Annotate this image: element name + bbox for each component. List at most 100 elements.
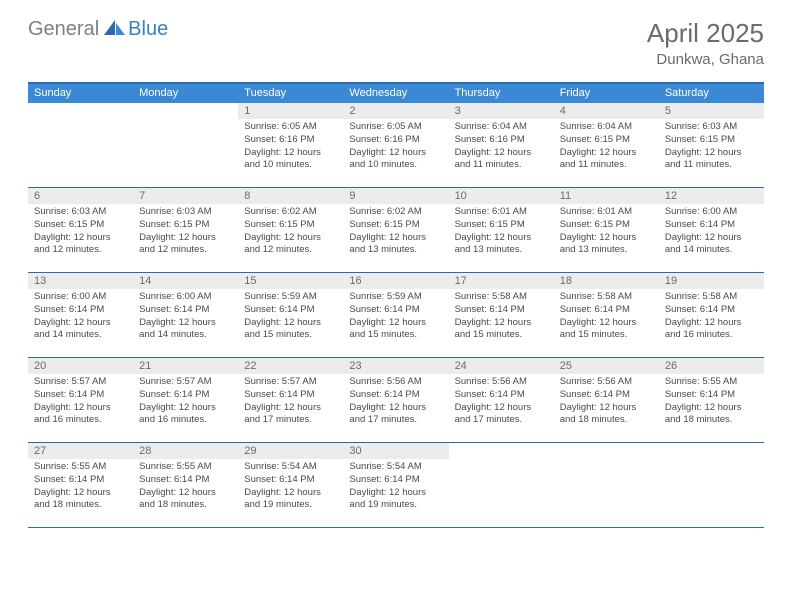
- daylight-line: Daylight: 12 hours and 14 minutes.: [34, 317, 127, 343]
- sunrise-line: Sunrise: 6:03 AM: [139, 206, 232, 219]
- sunrise-line: Sunrise: 6:05 AM: [349, 121, 442, 134]
- sunset-line: Sunset: 6:14 PM: [34, 304, 127, 317]
- day-body: Sunrise: 6:04 AMSunset: 6:15 PMDaylight:…: [554, 119, 659, 176]
- day-body: Sunrise: 5:55 AMSunset: 6:14 PMDaylight:…: [659, 374, 764, 431]
- dayname: Sunday: [28, 84, 133, 103]
- sunrise-line: Sunrise: 5:56 AM: [455, 376, 548, 389]
- sunset-line: Sunset: 6:14 PM: [139, 389, 232, 402]
- logo-text-blue: Blue: [128, 18, 168, 41]
- day-number: 13: [28, 273, 133, 289]
- sunrise-line: Sunrise: 5:55 AM: [34, 461, 127, 474]
- daylight-line: Daylight: 12 hours and 16 minutes.: [34, 402, 127, 428]
- day-body: Sunrise: 6:00 AMSunset: 6:14 PMDaylight:…: [659, 204, 764, 261]
- sunset-line: Sunset: 6:14 PM: [34, 474, 127, 487]
- week-row: 20Sunrise: 5:57 AMSunset: 6:14 PMDayligh…: [28, 358, 764, 443]
- sunset-line: Sunset: 6:14 PM: [665, 304, 758, 317]
- sunset-line: Sunset: 6:15 PM: [34, 219, 127, 232]
- day-cell: 4Sunrise: 6:04 AMSunset: 6:15 PMDaylight…: [554, 103, 659, 187]
- sunset-line: Sunset: 6:15 PM: [139, 219, 232, 232]
- day-body: Sunrise: 6:05 AMSunset: 6:16 PMDaylight:…: [343, 119, 448, 176]
- day-body: Sunrise: 5:56 AMSunset: 6:14 PMDaylight:…: [554, 374, 659, 431]
- day-body: Sunrise: 6:01 AMSunset: 6:15 PMDaylight:…: [554, 204, 659, 261]
- day-cell: 11Sunrise: 6:01 AMSunset: 6:15 PMDayligh…: [554, 188, 659, 272]
- logo: General Blue: [28, 18, 168, 41]
- day-cell: 30Sunrise: 5:54 AMSunset: 6:14 PMDayligh…: [343, 443, 448, 527]
- sunset-line: Sunset: 6:14 PM: [244, 304, 337, 317]
- day-cell: 3Sunrise: 6:04 AMSunset: 6:16 PMDaylight…: [449, 103, 554, 187]
- day-cell: 21Sunrise: 5:57 AMSunset: 6:14 PMDayligh…: [133, 358, 238, 442]
- daylight-line: Daylight: 12 hours and 12 minutes.: [139, 232, 232, 258]
- daylight-line: Daylight: 12 hours and 12 minutes.: [34, 232, 127, 258]
- sunrise-line: Sunrise: 5:57 AM: [244, 376, 337, 389]
- day-body: Sunrise: 5:56 AMSunset: 6:14 PMDaylight:…: [343, 374, 448, 431]
- day-cell: ..: [449, 443, 554, 527]
- sunset-line: Sunset: 6:14 PM: [139, 474, 232, 487]
- day-cell: 26Sunrise: 5:55 AMSunset: 6:14 PMDayligh…: [659, 358, 764, 442]
- sunrise-line: Sunrise: 6:04 AM: [560, 121, 653, 134]
- day-number: 4: [554, 103, 659, 119]
- daylight-line: Daylight: 12 hours and 11 minutes.: [665, 147, 758, 173]
- day-number: 15: [238, 273, 343, 289]
- day-body: Sunrise: 5:54 AMSunset: 6:14 PMDaylight:…: [343, 459, 448, 516]
- day-number: 1: [238, 103, 343, 119]
- day-cell: 9Sunrise: 6:02 AMSunset: 6:15 PMDaylight…: [343, 188, 448, 272]
- daylight-line: Daylight: 12 hours and 14 minutes.: [665, 232, 758, 258]
- day-body: Sunrise: 5:57 AMSunset: 6:14 PMDaylight:…: [133, 374, 238, 431]
- day-cell: ..: [133, 103, 238, 187]
- sunset-line: Sunset: 6:14 PM: [560, 389, 653, 402]
- sunset-line: Sunset: 6:14 PM: [34, 389, 127, 402]
- sunrise-line: Sunrise: 5:55 AM: [139, 461, 232, 474]
- sunrise-line: Sunrise: 6:03 AM: [34, 206, 127, 219]
- sunrise-line: Sunrise: 5:54 AM: [244, 461, 337, 474]
- day-cell: 20Sunrise: 5:57 AMSunset: 6:14 PMDayligh…: [28, 358, 133, 442]
- sunset-line: Sunset: 6:14 PM: [349, 389, 442, 402]
- day-number: 7: [133, 188, 238, 204]
- day-cell: 14Sunrise: 6:00 AMSunset: 6:14 PMDayligh…: [133, 273, 238, 357]
- day-number: 18: [554, 273, 659, 289]
- sunrise-line: Sunrise: 5:57 AM: [34, 376, 127, 389]
- day-cell: 10Sunrise: 6:01 AMSunset: 6:15 PMDayligh…: [449, 188, 554, 272]
- sunset-line: Sunset: 6:14 PM: [349, 304, 442, 317]
- day-cell: 17Sunrise: 5:58 AMSunset: 6:14 PMDayligh…: [449, 273, 554, 357]
- sunrise-line: Sunrise: 6:03 AM: [665, 121, 758, 134]
- sunset-line: Sunset: 6:14 PM: [139, 304, 232, 317]
- sunset-line: Sunset: 6:15 PM: [349, 219, 442, 232]
- day-body: Sunrise: 6:04 AMSunset: 6:16 PMDaylight:…: [449, 119, 554, 176]
- dayname: Monday: [133, 84, 238, 103]
- daylight-line: Daylight: 12 hours and 15 minutes.: [455, 317, 548, 343]
- day-body: Sunrise: 5:56 AMSunset: 6:14 PMDaylight:…: [449, 374, 554, 431]
- daylight-line: Daylight: 12 hours and 14 minutes.: [139, 317, 232, 343]
- day-body: Sunrise: 5:58 AMSunset: 6:14 PMDaylight:…: [659, 289, 764, 346]
- daylight-line: Daylight: 12 hours and 15 minutes.: [560, 317, 653, 343]
- daylight-line: Daylight: 12 hours and 18 minutes.: [560, 402, 653, 428]
- day-cell: 18Sunrise: 5:58 AMSunset: 6:14 PMDayligh…: [554, 273, 659, 357]
- week-row: 6Sunrise: 6:03 AMSunset: 6:15 PMDaylight…: [28, 188, 764, 273]
- sunrise-line: Sunrise: 6:00 AM: [139, 291, 232, 304]
- day-body: Sunrise: 5:58 AMSunset: 6:14 PMDaylight:…: [449, 289, 554, 346]
- sunset-line: Sunset: 6:15 PM: [665, 134, 758, 147]
- dayname: Wednesday: [343, 84, 448, 103]
- day-body: Sunrise: 5:58 AMSunset: 6:14 PMDaylight:…: [554, 289, 659, 346]
- sunrise-line: Sunrise: 5:55 AM: [665, 376, 758, 389]
- day-cell: 6Sunrise: 6:03 AMSunset: 6:15 PMDaylight…: [28, 188, 133, 272]
- day-cell: ..: [659, 443, 764, 527]
- day-body: Sunrise: 6:02 AMSunset: 6:15 PMDaylight:…: [238, 204, 343, 261]
- day-number: 21: [133, 358, 238, 374]
- weeks-grid: ....1Sunrise: 6:05 AMSunset: 6:16 PMDayl…: [28, 103, 764, 528]
- sunrise-line: Sunrise: 5:58 AM: [455, 291, 548, 304]
- day-cell: 29Sunrise: 5:54 AMSunset: 6:14 PMDayligh…: [238, 443, 343, 527]
- day-body: Sunrise: 6:03 AMSunset: 6:15 PMDaylight:…: [28, 204, 133, 261]
- day-number: 22: [238, 358, 343, 374]
- day-cell: 19Sunrise: 5:58 AMSunset: 6:14 PMDayligh…: [659, 273, 764, 357]
- day-cell: 8Sunrise: 6:02 AMSunset: 6:15 PMDaylight…: [238, 188, 343, 272]
- sunset-line: Sunset: 6:16 PM: [455, 134, 548, 147]
- sunrise-line: Sunrise: 5:54 AM: [349, 461, 442, 474]
- daylight-line: Daylight: 12 hours and 16 minutes.: [665, 317, 758, 343]
- dayname: Thursday: [449, 84, 554, 103]
- day-number: 5: [659, 103, 764, 119]
- day-cell: 22Sunrise: 5:57 AMSunset: 6:14 PMDayligh…: [238, 358, 343, 442]
- day-number: 23: [343, 358, 448, 374]
- sunset-line: Sunset: 6:14 PM: [560, 304, 653, 317]
- day-number: 8: [238, 188, 343, 204]
- sunset-line: Sunset: 6:15 PM: [455, 219, 548, 232]
